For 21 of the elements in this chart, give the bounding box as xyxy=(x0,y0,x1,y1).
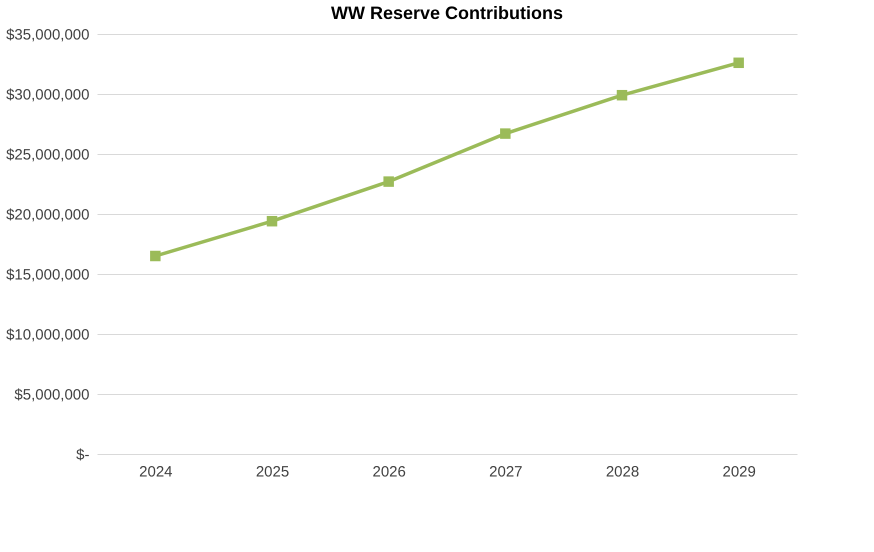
y-tick-label: $25,000,000 xyxy=(6,146,90,164)
point xyxy=(383,176,394,187)
y-tick-label: $5,000,000 xyxy=(14,386,90,404)
y-tick-label: $30,000,000 xyxy=(6,86,90,104)
x-tick-label: 2027 xyxy=(489,464,523,480)
x-tick-label: 2029 xyxy=(722,464,756,480)
point xyxy=(266,216,278,226)
y-tick-label: $10,000,000 xyxy=(6,326,90,344)
x-tick-label: 2025 xyxy=(256,464,290,480)
point xyxy=(733,58,744,68)
y-tick-label: $15,000,000 xyxy=(6,266,90,284)
y-tick-label: $35,000,000 xyxy=(6,26,90,44)
point xyxy=(500,128,511,139)
y-tick-label: $- xyxy=(76,446,90,464)
x-tick-label: 2024 xyxy=(139,464,173,480)
x-tick-label: 2026 xyxy=(372,464,406,480)
point xyxy=(616,90,628,100)
y-tick-label: $20,000,000 xyxy=(6,206,90,224)
chart-title: WW Reserve Contributions xyxy=(330,3,564,23)
x-tick-label: 2028 xyxy=(606,464,640,480)
point xyxy=(150,250,161,262)
